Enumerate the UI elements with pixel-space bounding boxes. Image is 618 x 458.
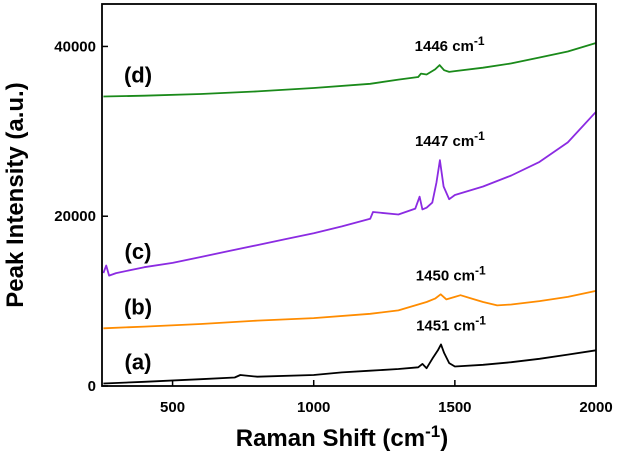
x-tick-label: 500 xyxy=(160,399,185,416)
x-tick-label: 2000 xyxy=(579,399,612,416)
series-label-3: (d) xyxy=(124,63,152,88)
series-line-2 xyxy=(102,111,597,277)
series-line-0 xyxy=(103,343,597,385)
x-axis-title: Raman Shift (cm-1) xyxy=(236,422,449,452)
y-tick-label: 0 xyxy=(88,378,96,395)
series-label-1: (b) xyxy=(124,294,152,319)
y-tick-label: 20000 xyxy=(54,208,96,225)
axis-ticks xyxy=(102,45,597,387)
series-line-1 xyxy=(103,290,597,330)
y-tick-label: 40000 xyxy=(54,38,96,55)
series-line-3 xyxy=(103,42,597,98)
peak-label-2: 1447 cm-1 xyxy=(415,129,485,150)
plot-frame xyxy=(101,3,597,387)
peak-label-1: 1450 cm-1 xyxy=(416,263,486,284)
series-lines xyxy=(102,42,597,385)
peak-label-0: 1451 cm-1 xyxy=(416,313,486,334)
y-axis-title: Peak Intensity (a.u.) xyxy=(2,82,29,307)
series-label-2: (c) xyxy=(125,239,152,264)
x-tick-label: 1000 xyxy=(297,399,330,416)
peak-labels: 1451 cm-1 1450 cm-1 1447 cm-1 1446 cm-1 xyxy=(415,34,487,334)
series-label-0: (a) xyxy=(125,349,152,374)
x-tick-label: 1500 xyxy=(438,399,471,416)
peak-label-3: 1446 cm-1 xyxy=(415,34,485,55)
series-labels: (a) (b) (c) (d) xyxy=(124,63,152,375)
